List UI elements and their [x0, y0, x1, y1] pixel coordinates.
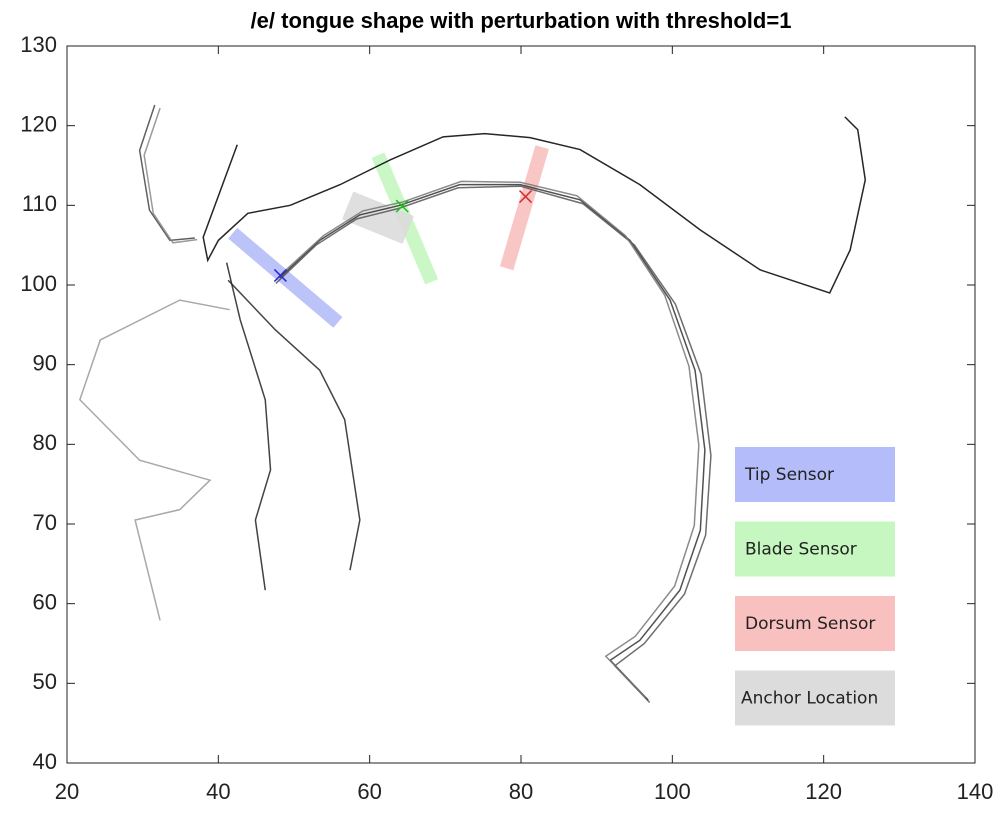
y-tick-label: 50 — [33, 669, 57, 694]
y-tick-label: 80 — [33, 430, 57, 455]
line — [228, 280, 360, 570]
line — [144, 108, 197, 243]
x-tick-label: 140 — [957, 779, 994, 804]
line — [227, 263, 271, 590]
y-tick-label: 110 — [22, 191, 57, 216]
y-tick-label: 100 — [20, 271, 57, 296]
line — [80, 300, 230, 620]
y-tick-label: 70 — [33, 510, 57, 535]
y-tick-label: 40 — [33, 749, 57, 774]
page: /e/ tongue shape with perturbation with … — [0, 0, 1000, 813]
legend-label: Tip Sensor — [744, 465, 834, 485]
y-tick-label: 60 — [33, 589, 57, 614]
x-tick-label: 20 — [55, 779, 79, 804]
chart: /e/ tongue shape with perturbation with … — [0, 0, 1000, 808]
x-tick-label: 60 — [357, 779, 381, 804]
legend-label: Blade Sensor — [745, 540, 857, 560]
line — [140, 105, 195, 240]
chart-title: /e/ tongue shape with perturbation with … — [251, 8, 792, 33]
x-tick-label: 80 — [509, 779, 533, 804]
x-tick-label: 100 — [654, 779, 691, 804]
legend-label: Dorsum Sensor — [745, 614, 875, 634]
legend-label: Anchor Location — [741, 689, 878, 709]
line — [203, 117, 865, 293]
line — [280, 185, 705, 700]
x-tick-label: 40 — [206, 779, 230, 804]
y-tick-label: 90 — [33, 350, 57, 375]
plot-area — [67, 46, 975, 763]
sensor-band — [233, 233, 338, 322]
line — [283, 181, 698, 697]
sensor-band — [507, 147, 543, 268]
x-tick-label: 120 — [805, 779, 842, 804]
y-tick-label: 130 — [20, 32, 57, 57]
y-tick-label: 120 — [20, 111, 57, 136]
